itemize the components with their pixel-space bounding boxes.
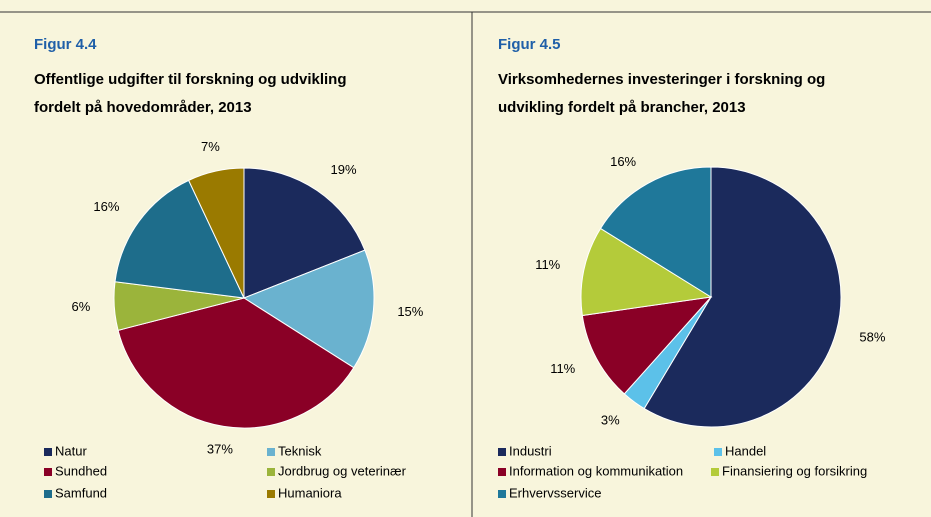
- data-label: 19%: [331, 162, 357, 177]
- data-label: 6%: [72, 299, 91, 314]
- legend-swatch: [498, 468, 506, 476]
- legend-label: Samfund: [55, 485, 107, 500]
- legend-swatch: [711, 468, 719, 476]
- pie-slice: [114, 179, 245, 299]
- chart-title: Virksomhedernes investeringer i forsknin…: [498, 71, 825, 88]
- legend-label: Industri: [509, 443, 552, 458]
- pie-slice: [242, 249, 375, 369]
- data-label: 11%: [550, 361, 575, 376]
- data-label: 7%: [201, 139, 220, 154]
- data-label: 11%: [535, 257, 560, 272]
- pie-slice: [581, 296, 713, 395]
- data-label: 3%: [601, 412, 620, 427]
- legend-swatch: [44, 490, 52, 498]
- legend-label: Finansiering og forsikring: [722, 463, 867, 478]
- legend-label: Teknisk: [278, 443, 322, 458]
- figure-label: Figur 4.5: [498, 36, 561, 53]
- pie-slice: [243, 167, 366, 299]
- legend-label: Handel: [725, 443, 766, 458]
- legend-swatch: [498, 448, 506, 456]
- pie-slice: [643, 166, 842, 428]
- legend-label: Natur: [55, 443, 87, 458]
- data-label: 15%: [397, 304, 423, 319]
- legend-swatch: [714, 448, 722, 456]
- chart-title: Offentlige udgifter til forskning og udv…: [34, 71, 347, 88]
- pie-slice: [187, 167, 245, 299]
- figure-label: Figur 4.4: [34, 36, 97, 53]
- chart-title: fordelt på hovedområder, 2013: [34, 99, 252, 116]
- legend-swatch: [44, 448, 52, 456]
- data-label: 58%: [859, 329, 885, 344]
- pie-slice: [117, 297, 355, 429]
- legend-label: Sundhed: [55, 463, 107, 478]
- legend-label: Jordbrug og veterinær: [278, 463, 407, 478]
- legend-swatch: [44, 468, 52, 476]
- legend-swatch: [267, 448, 275, 456]
- pie-slice: [580, 227, 713, 317]
- legend-label: Humaniora: [278, 485, 342, 500]
- data-label: 16%: [93, 199, 119, 214]
- legend-label: Information og kommunikation: [509, 463, 683, 478]
- data-label: 16%: [610, 154, 636, 169]
- legend-swatch: [267, 490, 275, 498]
- legend-swatch: [498, 490, 506, 498]
- data-label: 37%: [207, 442, 233, 457]
- legend-label: Erhvervsservice: [509, 485, 601, 500]
- legend-swatch: [267, 468, 275, 476]
- chart-title: udvikling fordelt på brancher, 2013: [498, 99, 746, 116]
- pie-slice: [599, 166, 712, 298]
